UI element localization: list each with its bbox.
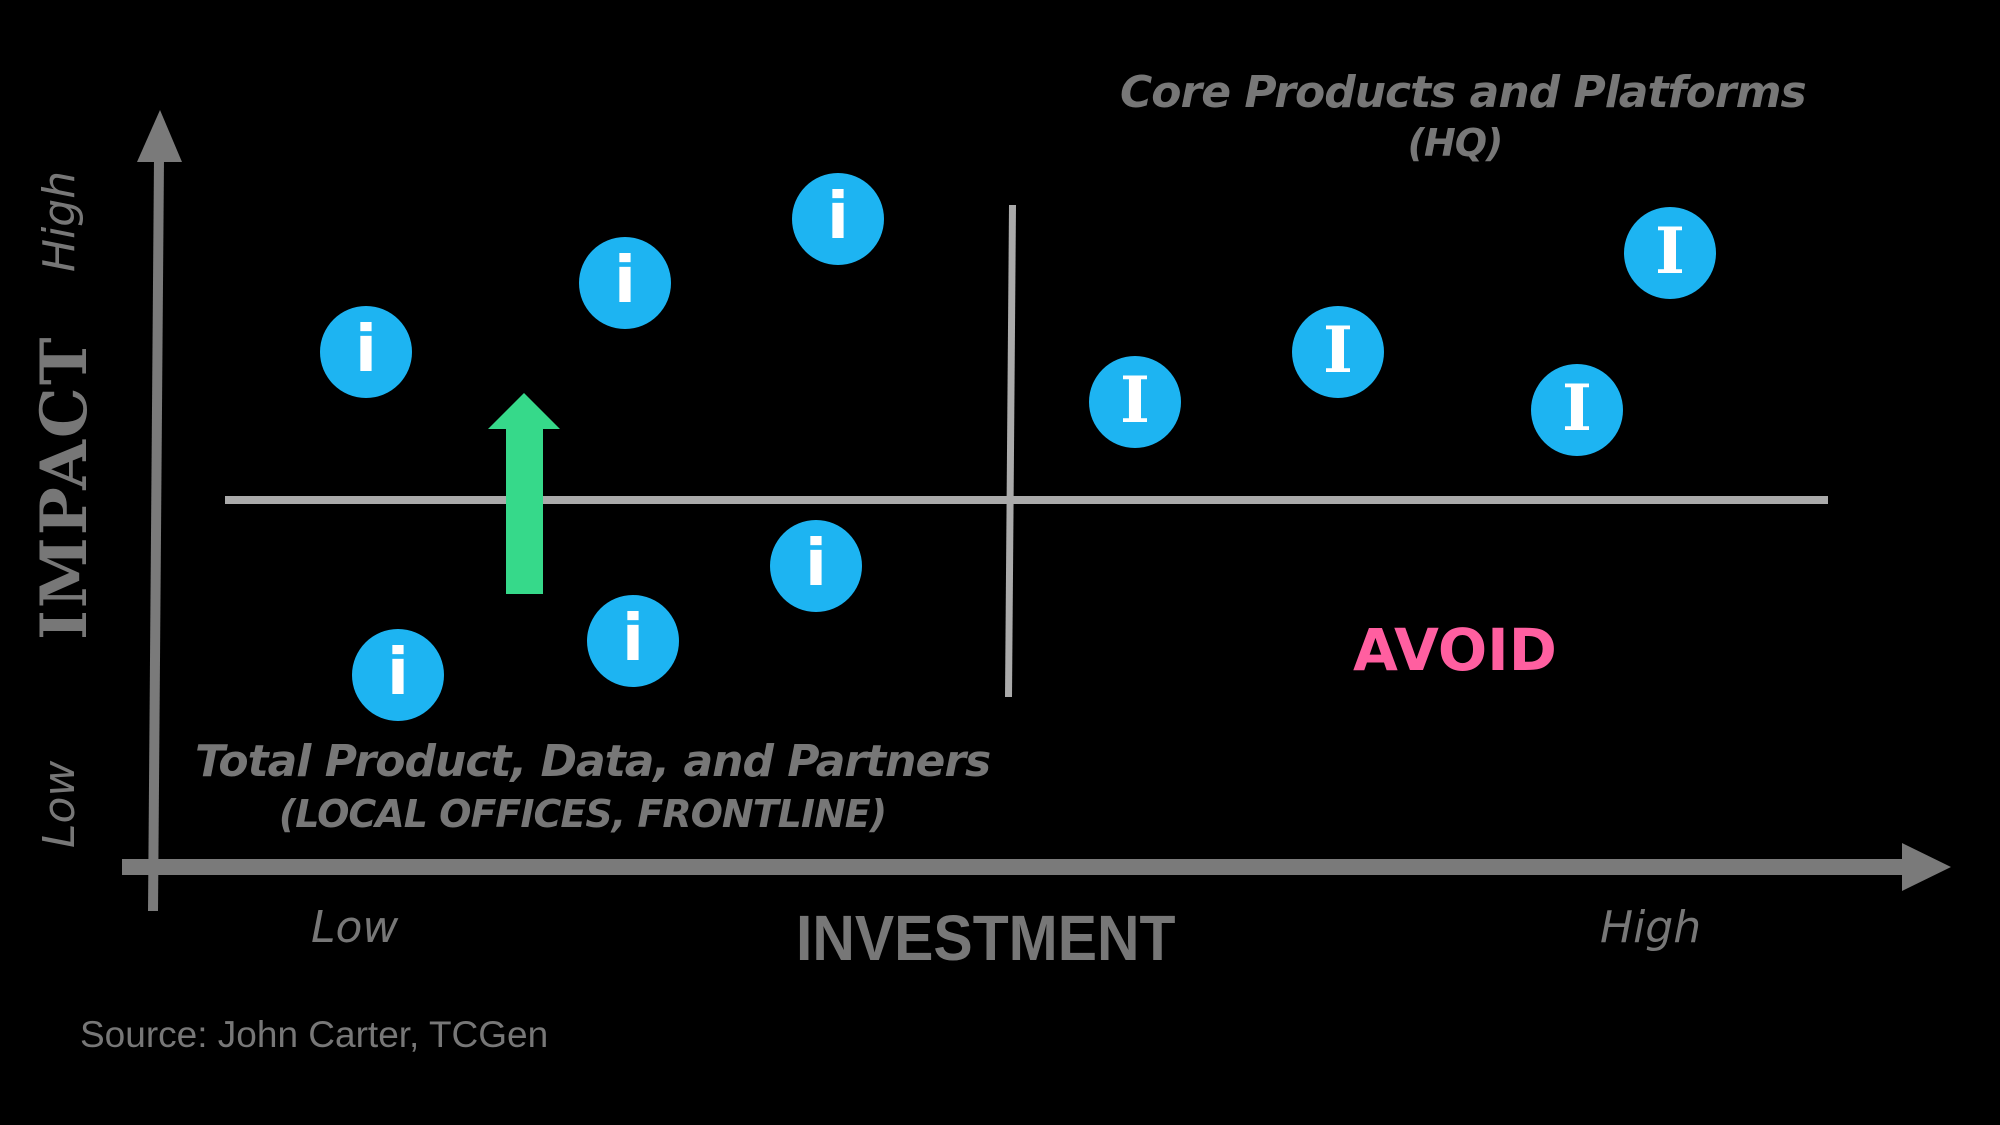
quadrant-bottom-left-subtitle: (LOCAL OFFICES, FRONTLINE) — [278, 792, 887, 836]
source-citation: Source: John Carter, TCGen — [80, 1014, 549, 1055]
big-innovation-marker: I — [1292, 306, 1384, 398]
capital-i-icon: I — [1562, 371, 1592, 446]
x-axis-low-label: Low — [311, 902, 399, 953]
capital-i-icon: I — [1323, 313, 1353, 388]
x-axis-high-label: High — [1600, 902, 1702, 953]
y-axis-low-label: Low — [34, 760, 85, 848]
y-axis-arrow — [137, 110, 182, 911]
small-innovation-marker: i — [770, 520, 862, 612]
info-i-icon: i — [805, 527, 827, 601]
info-i-icon: i — [827, 180, 849, 254]
x-axis-title: INVESTMENT — [796, 902, 1176, 974]
quadrant-bottom-left-title: Total Product, Data, and Partners (LOCAL… — [195, 736, 991, 840]
capital-i-icon: I — [1120, 363, 1150, 438]
quadrant-top-right-title: Core Products and Platforms (HQ) — [1120, 67, 1807, 168]
small-innovation-marker: i — [792, 173, 884, 265]
quadrant-top-right-subtitle: (HQ) — [1407, 121, 1504, 165]
small-innovation-marker: i — [320, 306, 412, 398]
capital-i-icon: I — [1655, 214, 1685, 289]
info-i-icon: i — [622, 602, 644, 676]
quadrant-horizontal-divider — [225, 496, 1828, 504]
big-innovation-marker: I — [1624, 207, 1716, 299]
quadrant-bottom-left-heading: Total Product, Data, and Partners — [195, 736, 991, 787]
y-axis-title: IMPACT — [27, 335, 102, 640]
small-innovation-marker: i — [587, 595, 679, 687]
y-axis-high-label: High — [34, 170, 85, 272]
quadrant-top-right-heading: Core Products and Platforms — [1120, 67, 1807, 118]
growth-arrow-up-icon — [488, 393, 560, 594]
big-innovation-marker: I — [1531, 364, 1623, 456]
small-innovation-marker: i — [352, 629, 444, 721]
info-i-icon: i — [614, 244, 636, 318]
x-axis-arrow — [122, 843, 1951, 891]
info-i-icon: i — [387, 636, 409, 710]
small-innovation-marker: i — [579, 237, 671, 329]
info-i-icon: i — [355, 313, 377, 387]
quadrant-vertical-divider — [1005, 205, 1016, 697]
quadrant-bottom-right-avoid-label: AVOID — [1353, 616, 1557, 684]
big-innovation-marker: I — [1089, 356, 1181, 448]
